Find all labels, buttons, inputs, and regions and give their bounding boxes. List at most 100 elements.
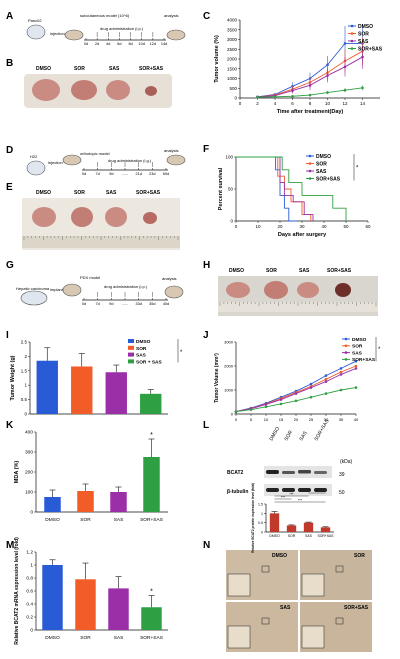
data-point — [279, 402, 283, 406]
legend-marker — [344, 351, 348, 354]
category-label: DMSO — [45, 635, 60, 641]
legend-swatch — [128, 345, 134, 350]
mouse-icon — [166, 29, 186, 41]
y-tick-label: 1500 — [227, 66, 238, 71]
significance-marker: * — [150, 589, 153, 596]
x-tick-label: 15 — [279, 417, 284, 422]
y-tick-label: 1 — [24, 383, 27, 388]
data-point — [354, 386, 358, 389]
panel-letter-m: M — [6, 540, 14, 551]
chart-i-tumor-weight-bar: 0 0.5 1 1.5 2 2.5 Tumor Weight (g) DMSOSORSASSO… — [10, 339, 183, 417]
category-label: SOR — [80, 635, 91, 641]
panel-d-schematic: H22 injection orthotopic model drug admi… — [26, 148, 186, 176]
bar-3 — [143, 457, 160, 512]
timeline-tick-label: 9d — [109, 172, 113, 176]
legend-marker — [308, 169, 312, 173]
photo-label: DMSO — [229, 268, 244, 274]
data-point — [339, 373, 343, 376]
category-label: SAS — [114, 517, 124, 523]
blot-band — [282, 471, 295, 474]
blot-band — [298, 470, 311, 474]
y-tick-label: 0 — [30, 628, 33, 634]
y-tick-label: 0 — [234, 96, 237, 101]
blot-band — [282, 488, 295, 492]
legend-label: SAS — [352, 350, 363, 356]
data-point — [361, 55, 364, 59]
timeline-tick-label: 4d — [106, 42, 110, 46]
legend-label: SOR+SAS — [358, 46, 383, 52]
panel-letter-i: I — [6, 330, 9, 341]
tumor-specimen — [297, 282, 319, 298]
y-axis-label: Tumor Volume (mm³) — [214, 353, 220, 403]
y-axis-label: Relative BCAT2 mRNA expression level (fo… — [14, 537, 20, 645]
blot-band — [266, 470, 279, 474]
data-point — [324, 374, 328, 377]
legend-marker — [350, 47, 354, 50]
significance-marker: * — [356, 165, 359, 171]
chart-j-tumor-volume-line: 0 1000 2000 3000 0 5 10 15 20 25 30 35 40 Tumor Volum… — [214, 337, 381, 422]
x-tick-label: 50 — [343, 224, 349, 229]
y-tick-label: 500 — [229, 86, 237, 91]
panel-g-end-label: analysis — [162, 276, 176, 281]
x-tick-label: 10 — [255, 224, 261, 229]
ihc-label: DMSO — [272, 553, 287, 559]
timeline-tick-label: 7d — [96, 172, 100, 176]
y-tick-label: 1000 — [227, 76, 238, 81]
x-tick-label: 60 — [365, 224, 371, 229]
legend-label: SOR — [316, 161, 327, 167]
legend-marker — [350, 24, 354, 28]
legend-label: SOR+SAS — [352, 357, 376, 363]
bar-2 — [108, 588, 129, 630]
ihc-label: SOR — [354, 553, 365, 559]
ihc-roi-box — [335, 617, 344, 625]
timeline-tick-label: 23d — [149, 172, 155, 176]
significance-marker: *** — [298, 499, 303, 503]
y-tick-label: 2000 — [227, 57, 238, 62]
ruler-ticks — [219, 302, 377, 306]
panel-letter-n: N — [203, 540, 210, 551]
photo-label: SOR — [74, 66, 85, 72]
panel-letter-a: A — [6, 11, 13, 22]
x-tick-label: 8 — [309, 101, 312, 106]
x-tick-label: 10 — [325, 101, 331, 106]
data-point — [324, 377, 328, 381]
legend-marker — [308, 154, 312, 158]
bar-2 — [105, 372, 127, 414]
data-point — [354, 364, 358, 368]
x-axis-label: Time after treatment(Day) — [277, 109, 344, 115]
timeline-tick-label: 8d — [128, 42, 132, 46]
category-label: SOR+SAS — [317, 534, 334, 538]
x-tick-label: 5 — [250, 417, 253, 422]
data-point — [294, 392, 298, 395]
y-axis-label: Relative BCAT2 protein expression level … — [251, 483, 255, 553]
x-tick-label: 6 — [291, 101, 294, 106]
data-point — [324, 380, 328, 383]
panel-b-tumor-photo: DMSO SOR SAS SOR+SAS — [24, 66, 172, 108]
x-tick-label: 40 — [354, 417, 359, 422]
x-tick-label: 40 — [321, 224, 327, 229]
y-tick-label: 3000 — [227, 37, 238, 42]
y-tick-label: 0.5 — [258, 521, 263, 525]
x-tick-label: 30 — [299, 224, 305, 229]
timeline-tick-label: 0d — [82, 302, 86, 306]
blot-band — [314, 471, 327, 474]
y-tick-label: 300 — [25, 450, 33, 456]
bar-0 — [269, 513, 280, 532]
bar-0 — [44, 497, 61, 512]
lane-label: SOR+SAS — [314, 418, 331, 442]
y-axis-label: Tumor volume (%) — [214, 35, 220, 83]
timeline-tick-label: 35d — [149, 302, 155, 306]
data-point — [309, 386, 313, 389]
photo-background — [24, 74, 172, 108]
legend-label: SOR + SAS — [136, 359, 163, 365]
legend-label: DMSO — [136, 339, 151, 345]
legend-marker — [308, 177, 312, 180]
mw-unit-label: (kDa) — [340, 459, 353, 465]
series-line-1 — [235, 365, 357, 413]
category-label: DMSO — [269, 534, 280, 538]
bar-1 — [71, 366, 93, 414]
category-label: DMSO — [45, 517, 60, 523]
tissue-icon — [20, 290, 48, 306]
chart-f-survival-curve: 0 50 100 0 10 20 30 40 50 60 Percent survival Days … — [218, 154, 371, 238]
blot-band — [298, 488, 311, 492]
